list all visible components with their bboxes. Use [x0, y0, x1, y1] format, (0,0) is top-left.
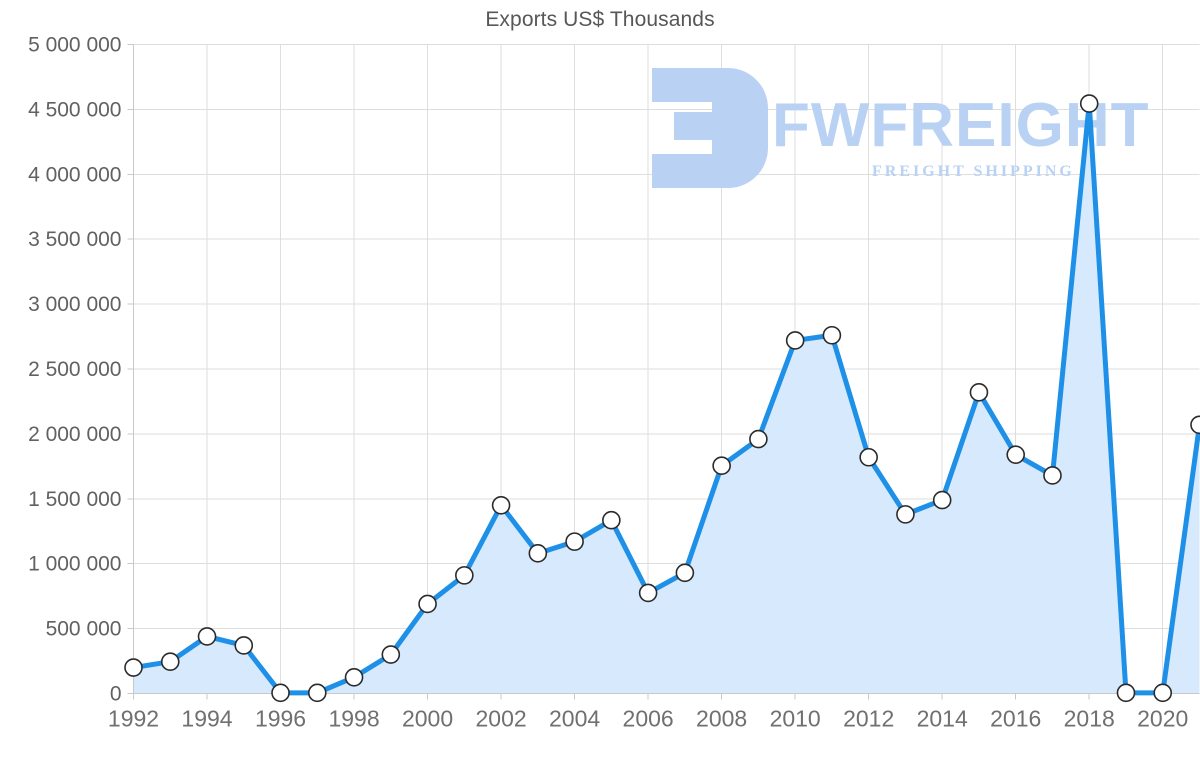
x-axis-tick-labels: 1992 1994 1996 1998 2000 2002 2004 2006 2008 2010…	[108, 706, 1188, 732]
data-point-marker[interactable]	[1153, 683, 1173, 703]
data-point-marker[interactable]	[565, 532, 584, 551]
series-markers[interactable]	[124, 94, 1200, 703]
data-point-marker[interactable]	[1116, 683, 1136, 703]
y-tick-label: 2 500 000	[28, 358, 121, 381]
data-point-marker[interactable]	[822, 325, 842, 345]
chart-title: Exports US$ Thousands	[485, 8, 715, 31]
x-tick-label: 1992	[108, 706, 159, 732]
data-point-marker[interactable]	[712, 456, 731, 476]
data-point-marker[interactable]	[271, 683, 290, 703]
y-tick-label: 3 500 000	[28, 228, 121, 251]
x-tick-label: 2004	[549, 706, 600, 732]
y-tick-label: 4 000 000	[28, 163, 121, 186]
data-point-marker[interactable]	[1006, 445, 1026, 464]
data-point-marker[interactable]	[491, 495, 511, 515]
data-point-marker[interactable]	[675, 563, 695, 583]
y-tick-label: 4 500 000	[28, 98, 121, 121]
data-point-marker[interactable]	[160, 652, 180, 672]
data-point-marker[interactable]	[859, 447, 878, 467]
x-tick-label: 1998	[328, 706, 379, 732]
data-point-marker[interactable]	[638, 583, 658, 603]
series-area-fill	[133, 103, 1200, 694]
x-tick-label: 2012	[843, 706, 894, 732]
data-point-marker[interactable]	[307, 683, 327, 703]
data-point-marker[interactable]	[749, 429, 768, 449]
data-point-marker[interactable]	[969, 383, 989, 402]
data-point-marker[interactable]	[1043, 466, 1062, 485]
watermark: FWFREIGHT FREIGHT SHIPPING	[652, 68, 1149, 188]
y-axis-tick-labels: 0 500 000 1 000 000 1 500 000 2 000 000 2 500…	[28, 34, 121, 706]
x-tick-label: 2006	[623, 706, 674, 732]
logo-3-mark-icon	[652, 68, 768, 188]
y-tick-label: 3 000 000	[28, 293, 121, 316]
x-tick-label: 2020	[1137, 706, 1188, 732]
x-tick-label: 2002	[476, 706, 527, 732]
y-tick-label: 0	[110, 683, 122, 706]
data-point-marker[interactable]	[197, 627, 217, 646]
data-point-marker[interactable]	[418, 594, 437, 614]
data-point-marker[interactable]	[528, 544, 548, 563]
x-tick-label: 2010	[770, 706, 821, 732]
y-tick-label: 500 000	[46, 618, 122, 641]
x-tick-label: 2000	[402, 706, 453, 732]
data-point-marker[interactable]	[381, 645, 401, 664]
y-tick-label: 5 000 000	[28, 34, 121, 57]
data-point-marker[interactable]	[602, 510, 621, 530]
data-point-marker[interactable]	[1190, 415, 1200, 435]
data-point-marker[interactable]	[1079, 94, 1099, 113]
y-tick-label: 2 000 000	[28, 423, 121, 446]
x-tick-label: 1996	[255, 706, 306, 732]
x-tick-label: 2014	[917, 706, 968, 732]
data-point-marker[interactable]	[932, 490, 952, 510]
x-tick-label: 2016	[990, 706, 1041, 732]
x-tick-label: 2018	[1064, 706, 1115, 732]
data-point-marker[interactable]	[455, 566, 474, 585]
data-point-marker[interactable]	[785, 331, 805, 350]
data-point-marker[interactable]	[124, 658, 143, 677]
data-point-marker[interactable]	[344, 667, 364, 687]
watermark-tagline: FREIGHT SHIPPING	[872, 163, 1075, 180]
data-point-marker[interactable]	[234, 636, 254, 655]
x-tick-label: 1994	[181, 706, 232, 732]
data-point-marker[interactable]	[896, 505, 915, 524]
y-tick-label: 1 000 000	[28, 553, 121, 576]
x-tick-label: 2008	[696, 706, 747, 732]
y-tick-label: 1 500 000	[28, 488, 121, 511]
